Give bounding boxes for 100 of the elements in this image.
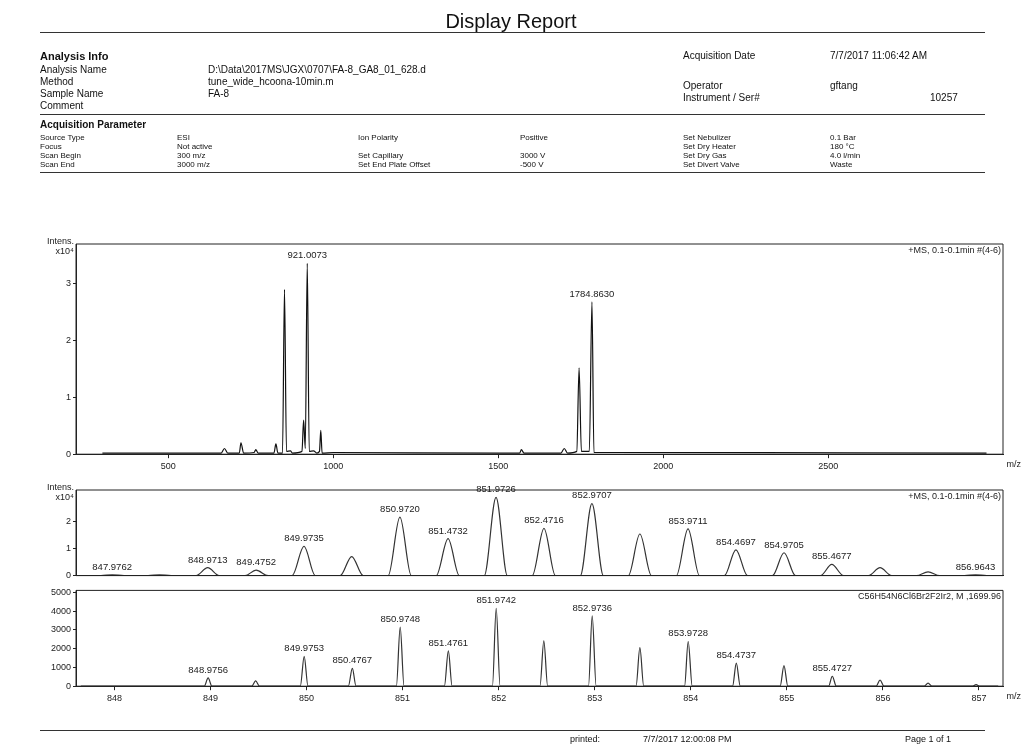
x-tick-label: 1000 [323, 461, 344, 472]
text: 3000 m/z [177, 160, 210, 169]
annotation: 854.4697 [716, 535, 756, 547]
y-tick-label: 1 [65, 542, 71, 553]
text: Scan Begin [40, 151, 81, 160]
annotation: 852.4716 [524, 514, 564, 526]
y-tick-label: 3000 [50, 624, 71, 635]
text: Display Report [444, 10, 578, 33]
annotation: 850.9720 [380, 503, 420, 515]
y-tick-label: 3 [65, 278, 71, 289]
annotation: 850.9748 [380, 612, 420, 624]
annotation: 851.9726 [476, 483, 516, 495]
annotation: C56H54N6Cl6Br2F2Ir2, M ,1699.96 [857, 591, 1001, 602]
text: 3000 V [520, 151, 546, 160]
text: Sample Name [40, 88, 104, 99]
text: Not active [177, 142, 213, 151]
annotation: 853.9711 [668, 514, 708, 526]
y-tick-label: 2 [65, 515, 71, 526]
annotation: 1784.8630 [569, 287, 615, 299]
x-tick-label: 857 [971, 693, 987, 704]
annotation: 849.9753 [284, 642, 324, 654]
annotation: 851.4732 [428, 524, 468, 536]
x-tick-label: 856 [875, 693, 891, 704]
text: 0.1 Bar [830, 133, 856, 142]
annotation: 855.4677 [811, 550, 852, 562]
text: Acquisition Date [683, 50, 756, 61]
x-tick-label: 854 [683, 693, 699, 704]
text: Set End Plate Offset [358, 160, 431, 169]
text: Instrument / Ser# [683, 92, 760, 103]
text: Comment [40, 100, 84, 111]
annotation: 855.4727 [812, 662, 853, 674]
text: tune_wide_hcoona-10min.m [208, 76, 334, 87]
x-tick-label: 849 [202, 693, 218, 704]
annotation: 856.9643 [955, 560, 996, 572]
y-tick-label: 0 [65, 680, 71, 691]
annotation: 849.9735 [284, 532, 324, 544]
annotation: 852.9707 [572, 489, 612, 501]
y-axis-title: Intens. x10⁴ [46, 482, 75, 502]
x-tick-label: 500 [160, 461, 176, 472]
annotation: 853.9728 [668, 627, 708, 639]
text: Acquisition Parameter [40, 119, 147, 130]
x-tick-label: 848 [106, 693, 122, 704]
annotation: 848.9756 [188, 663, 228, 675]
annotation: 850.4767 [332, 654, 373, 666]
text: Set Dry Heater [683, 142, 736, 151]
text: 300 m/z [177, 151, 206, 160]
annotation: 847.9762 [92, 560, 132, 572]
text: Set Nebulizer [683, 133, 732, 142]
annotation: +MS, 0.1-0.1min #(4-6) [908, 490, 1001, 501]
y-tick-label: 4000 [50, 605, 71, 616]
text: ESI [177, 133, 190, 142]
x-tick-label: 1500 [488, 461, 509, 472]
x-tick-label: 2000 [653, 461, 674, 472]
text: Analysis Name [40, 64, 107, 75]
y-tick-label: 1 [65, 391, 71, 402]
source-note: Source Type [40, 133, 85, 142]
x-tick-label: 853 [587, 693, 603, 704]
y-tick-label: 2 [65, 335, 71, 346]
text: Set Capillary [358, 151, 404, 160]
text: 7/7/2017 11:06:42 AM [830, 50, 928, 61]
x-tick-label: 850 [299, 693, 315, 704]
annotation: 851.9742 [476, 594, 517, 606]
x-tick-label: 855 [779, 693, 795, 704]
text: 4.0 l/min [830, 151, 861, 160]
y-axis-title: Intens. x10⁴ [46, 236, 75, 256]
y-tick-label: 0 [65, 448, 71, 459]
text: Ion Polarity [358, 133, 399, 142]
text: Scan End [40, 160, 75, 169]
x-axis-title: m/z [1006, 691, 1022, 702]
annotation: 849.4752 [236, 556, 276, 568]
y-tick-label: 1000 [50, 661, 71, 672]
text: Operator [683, 80, 723, 91]
text: 10257 [930, 92, 958, 103]
x-tick-label: 851 [395, 693, 411, 704]
text: Set Divert Valve [683, 160, 740, 169]
text: gftang [830, 80, 858, 91]
text: FA-8 [208, 88, 230, 99]
text: Page 1 of 1 [905, 734, 952, 744]
annotation: 851.4761 [428, 636, 469, 648]
annotation: 852.9736 [572, 601, 613, 613]
text: Waste [830, 160, 853, 169]
y-tick-label: 0 [65, 570, 71, 581]
annotation: 848.9713 [187, 553, 228, 565]
x-tick-label: 2500 [818, 461, 839, 472]
x-tick-label: 852 [491, 693, 507, 704]
text: printed: [570, 734, 601, 744]
text: Analysis Info [40, 50, 109, 62]
text: Focus [40, 142, 62, 151]
text: Method [40, 76, 74, 87]
text: Positive [520, 133, 549, 142]
text: D:\Data\2017MS\JGX\0707\FA-8_GA8_01_628.d [208, 64, 426, 75]
text: Set Dry Gas [683, 151, 727, 160]
text: 180 °C [830, 142, 855, 151]
annotation: 854.9705 [764, 538, 804, 550]
y-tick-label: 5000 [50, 586, 71, 597]
text: 7/7/2017 12:00:08 PM [643, 734, 732, 744]
y-tick-label: 2000 [50, 643, 71, 654]
annotation: 854.4737 [716, 648, 757, 660]
x-axis-title: m/z [1006, 459, 1022, 470]
annotation: +MS, 0.1-0.1min #(4-6) [908, 244, 1001, 255]
